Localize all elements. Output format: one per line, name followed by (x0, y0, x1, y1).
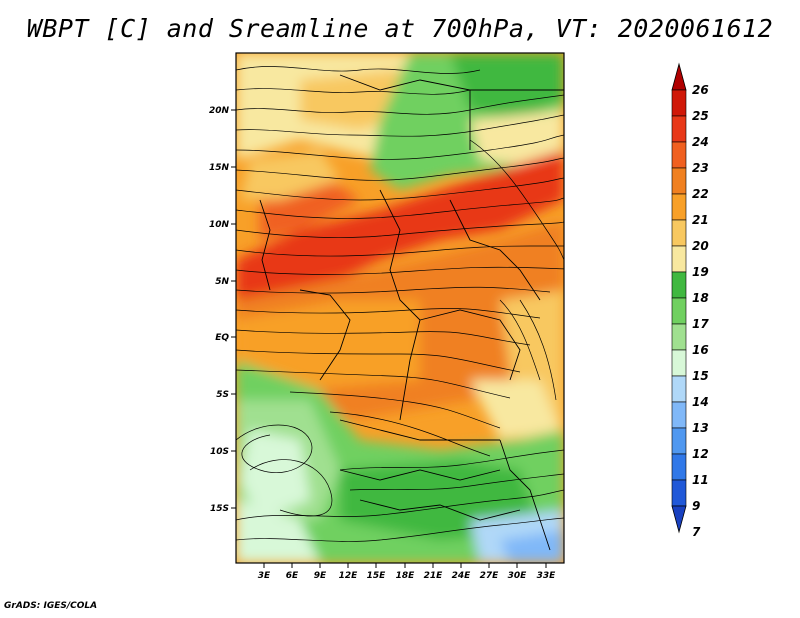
colorbar-label: 23 (692, 161, 709, 175)
colorbar-label: 15 (692, 369, 709, 383)
lon-tick-label: 24E (452, 571, 472, 581)
footer-credit: GrADS: IGES/COLA (4, 601, 98, 611)
colorbar-label: 9 (692, 499, 700, 513)
lon-tick-label: 21E (424, 571, 444, 581)
streamlines (236, 66, 564, 542)
colorbar-swatch (671, 375, 687, 403)
colorbar-label: 18 (692, 291, 709, 305)
colorbar-swatch (671, 219, 687, 247)
lon-tick-label: 33E (537, 571, 557, 581)
lon-axis: 3E 6E 9E 12E 15E 18E 21E 24E 27E 30E 33E (258, 563, 556, 581)
colorbar-swatch (671, 89, 687, 117)
colorbar-label: 13 (692, 421, 709, 435)
lon-tick-label: 27E (480, 571, 500, 581)
colorbar-label: 7 (692, 525, 701, 539)
lon-tick-label: 12E (339, 571, 359, 581)
colorbar-swatch (671, 349, 687, 377)
lat-tick-label: 10N (209, 220, 230, 230)
colorbar-swatch (671, 245, 687, 273)
lon-tick-label: 9E (314, 571, 327, 581)
colorbar-label: 17 (692, 317, 709, 331)
colorbar: 26 25 24 23 22 21 20 19 18 17 16 15 14 13 12 11 9 7 (671, 62, 709, 539)
colorbar-swatch (671, 167, 687, 195)
lat-tick-label: 15N (209, 163, 230, 173)
colorbar-swatch (671, 453, 687, 481)
colorbar-swatch (671, 193, 687, 221)
map-title: WBPT [C] and Sreamline at 700hPa, VT: 20… (26, 14, 774, 43)
colorbar-swatch (671, 427, 687, 455)
colorbar-label: 16 (692, 343, 709, 357)
lat-axis: 20N 15N 10N 5N EQ 5S 10S 15S (209, 106, 236, 514)
colorbar-label: 12 (692, 447, 709, 461)
lat-tick-label: EQ (215, 333, 229, 343)
colorbar-swatch (671, 401, 687, 429)
lat-tick-label: 15S (210, 504, 229, 514)
colorbar-label: 26 (692, 83, 709, 97)
lon-tick-label: 30E (508, 571, 528, 581)
colorbar-swatch (671, 271, 687, 299)
map-frame (235, 52, 565, 564)
colorbar-bottom-arrow (671, 505, 687, 534)
lat-tick-label: 5S (216, 390, 229, 400)
lon-tick-label: 15E (367, 571, 387, 581)
colorbar-label: 14 (692, 395, 709, 409)
lon-tick-label: 6E (286, 571, 299, 581)
colorbar-label: 11 (692, 473, 709, 487)
lat-tick-label: 20N (209, 106, 230, 116)
wbpt-field (236, 53, 564, 563)
lat-tick-label: 10S (210, 447, 229, 457)
colorbar-swatch (671, 115, 687, 143)
country-borders (259, 74, 564, 551)
lon-tick-label: 3E (258, 571, 271, 581)
lat-tick-label: 5N (215, 277, 229, 287)
colorbar-label: 20 (692, 239, 709, 253)
colorbar-swatch (671, 141, 687, 169)
colorbar-swatch (671, 297, 687, 325)
colorbar-label: 22 (692, 187, 709, 201)
colorbar-label: 25 (692, 109, 709, 123)
colorbar-label: 24 (692, 135, 709, 149)
colorbar-label: 21 (692, 213, 709, 227)
colorbar-top-arrow (671, 62, 687, 91)
colorbar-swatch (671, 323, 687, 351)
colorbar-swatch (671, 479, 687, 507)
colorbar-label: 19 (692, 265, 709, 279)
lon-tick-label: 18E (396, 571, 416, 581)
